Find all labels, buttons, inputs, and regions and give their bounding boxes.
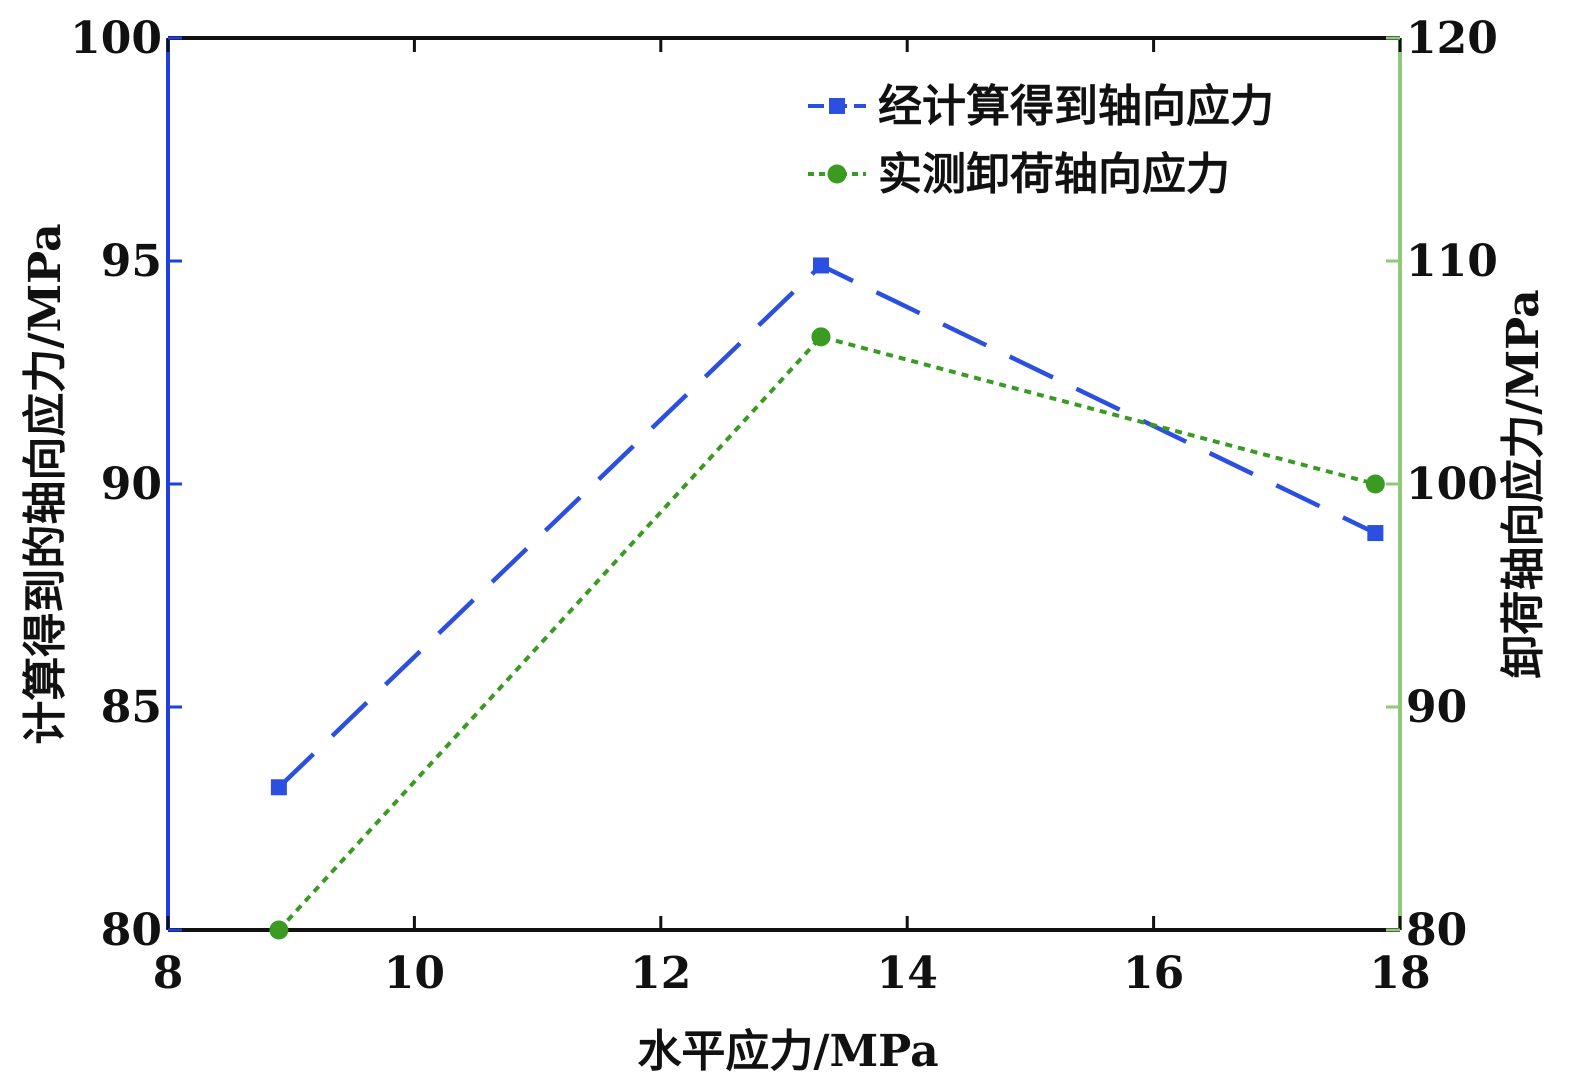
right-y-tick-label: 100	[1406, 459, 1498, 510]
left-y-tick-label: 95	[101, 236, 162, 287]
data-point-square	[270, 779, 287, 796]
right-y-tick-label: 110	[1406, 236, 1498, 287]
left-y-tick-label: 85	[101, 682, 162, 733]
x-tick-label: 14	[877, 948, 938, 999]
legend-label: 经计算得到轴向应力	[878, 81, 1274, 132]
data-point-circle	[1365, 474, 1385, 494]
x-tick-label: 18	[1369, 948, 1430, 999]
x-tick-label: 16	[1123, 948, 1184, 999]
x-tick-label: 12	[630, 948, 691, 999]
right-y-tick-label: 90	[1406, 682, 1467, 733]
left-y-axis-title: 计算得到的轴向应力/MPa	[20, 223, 71, 744]
legend-marker-square	[829, 98, 845, 114]
right-y-tick-label: 120	[1406, 13, 1498, 64]
right-y-axis-title: 卸荷轴向应力/MPa	[1498, 289, 1549, 678]
left-y-tick-label: 100	[70, 13, 162, 64]
legend-marker-circle	[827, 164, 847, 184]
x-axis-title: 水平应力/MPa	[637, 1026, 938, 1077]
legend-label: 实测卸荷轴向应力	[878, 149, 1230, 200]
data-point-square	[812, 257, 829, 274]
right-y-tick-label: 80	[1406, 905, 1467, 956]
data-point-circle	[811, 327, 831, 347]
left-y-tick-label: 90	[101, 459, 162, 510]
series-group	[269, 257, 1385, 940]
left-y-tick-label: 80	[101, 905, 162, 956]
data-point-square	[1367, 525, 1384, 542]
x-tick-label: 10	[384, 948, 445, 999]
series-line-2	[277, 334, 1376, 932]
data-point-circle	[269, 920, 289, 940]
x-tick-label: 8	[153, 948, 184, 999]
